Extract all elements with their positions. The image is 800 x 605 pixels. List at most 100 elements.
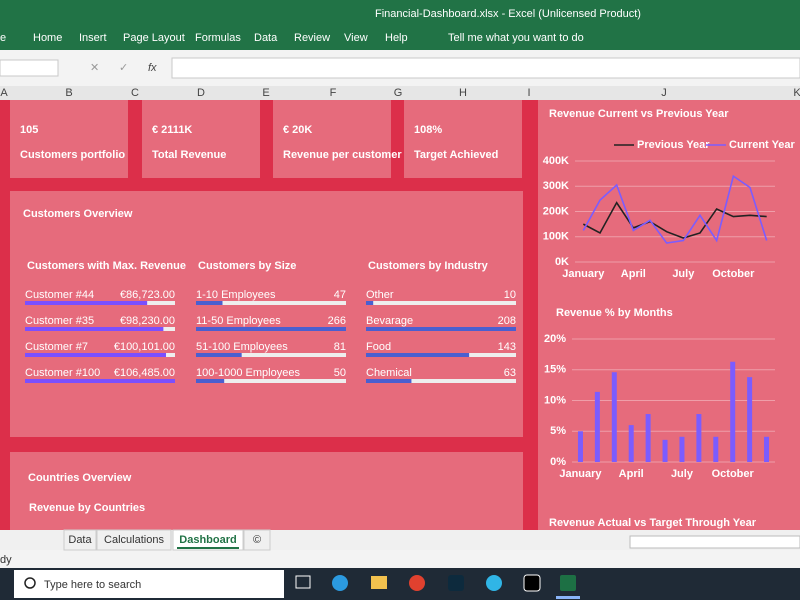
sheet-tab[interactable]	[243, 529, 271, 551]
kpi-value: 105	[20, 124, 38, 136]
data-bar	[25, 327, 164, 331]
item-value: 63	[504, 367, 516, 379]
ribbon-tab[interactable]: Help	[385, 32, 408, 44]
bar	[611, 372, 617, 462]
item-value: €98,230.00	[120, 315, 175, 327]
excel-icon[interactable]	[560, 575, 576, 591]
column-header[interactable]: C	[131, 87, 139, 99]
bar-track	[196, 353, 346, 357]
item-value: 266	[328, 315, 346, 327]
fx-icon[interactable]: fx	[148, 62, 157, 74]
enter-icon[interactable]: ✓	[119, 62, 128, 74]
explorer-icon[interactable]	[371, 576, 387, 589]
y-tick-label: 10%	[544, 394, 566, 406]
chart-title: Revenue % by Months	[556, 307, 673, 319]
ribbon-tab[interactable]: Review	[294, 32, 330, 44]
item-value: 81	[334, 341, 346, 353]
y-tick-label: 15%	[544, 364, 566, 376]
ribbon-tab[interactable]: Data	[254, 32, 278, 44]
ribbon-tab[interactable]: View	[344, 32, 368, 44]
search-icon	[24, 577, 36, 589]
item-label: Other	[366, 289, 394, 301]
sheet-tab[interactable]	[172, 529, 244, 551]
bar-track	[366, 301, 516, 305]
data-bar	[196, 379, 225, 383]
column-header[interactable]: G	[394, 87, 403, 99]
sheet-tab-label[interactable]: Calculations	[104, 534, 164, 546]
title-ribbon-bg	[0, 0, 800, 50]
chrome-icon[interactable]	[409, 575, 425, 591]
ribbon-tab[interactable]: Insert	[79, 32, 107, 44]
name-box[interactable]	[0, 59, 59, 77]
taskbar-search-box[interactable]	[14, 570, 284, 598]
ribbon-tab[interactable]: Formulas	[195, 32, 241, 44]
column-header[interactable]: A	[0, 87, 8, 99]
h-scrollbar[interactable]	[629, 535, 800, 549]
bar-track	[196, 301, 346, 305]
bar	[577, 431, 583, 462]
group-title: Customers by Industry	[368, 260, 489, 272]
item-label: 11-50 Employees	[196, 315, 281, 327]
ribbon-tab[interactable]: Page Layout	[123, 32, 185, 44]
window-title: Financial-Dashboard.xlsx - Excel (Unlice…	[375, 8, 641, 20]
item-value: €106,485.00	[114, 367, 175, 379]
item-label: 51-100 Employees	[196, 341, 288, 353]
data-bar	[366, 379, 412, 383]
legend-label[interactable]: Current Year	[729, 139, 796, 151]
column-header[interactable]: J	[661, 87, 667, 99]
column-header[interactable]: B	[65, 87, 72, 99]
formula-input[interactable]	[171, 57, 800, 79]
kpi-label: Revenue per customer	[283, 149, 402, 161]
data-bar	[196, 327, 346, 331]
data-bar	[366, 353, 470, 357]
panel-subtitle: Revenue by Countries	[29, 502, 145, 514]
kpi-value: € 20K	[283, 124, 312, 136]
kpi-label: Target Achieved	[414, 149, 498, 161]
sheet-tab-label[interactable]: Dashboard	[179, 534, 236, 546]
tell-me[interactable]: Tell me what you want to do	[448, 32, 584, 44]
ribbon-tab[interactable]: e	[0, 32, 6, 44]
edge-icon[interactable]	[332, 575, 348, 591]
data-bar	[366, 327, 516, 331]
item-value: 47	[334, 289, 346, 301]
column-header[interactable]: E	[262, 87, 269, 99]
task-view-icon[interactable]	[295, 575, 311, 589]
data-bar	[366, 301, 374, 305]
sheet-tab[interactable]	[96, 529, 172, 551]
group-title: Customers with Max. Revenue	[27, 260, 186, 272]
kpi-label: Customers portfolio	[20, 149, 125, 161]
item-value: 10	[504, 289, 516, 301]
data-bar	[25, 353, 167, 357]
x-tick-label: April	[619, 468, 644, 480]
legend-label[interactable]: Previous Year	[637, 139, 710, 151]
kpi-card	[273, 100, 391, 178]
kpi-card	[404, 100, 522, 178]
app-icon[interactable]	[486, 575, 502, 591]
series-line	[582, 174, 768, 244]
kpi-card	[142, 100, 260, 178]
taskbar-search[interactable]: Type here to search	[44, 579, 141, 591]
kpi-value: 108%	[414, 124, 442, 136]
app-icon[interactable]	[448, 575, 464, 591]
column-header[interactable]: H	[459, 87, 467, 99]
countries-panel	[10, 452, 523, 530]
item-label: Customer #44	[25, 289, 94, 301]
ribbon-tab[interactable]: Home	[33, 32, 62, 44]
item-value: 208	[498, 315, 516, 327]
sheet-tab-label[interactable]: Data	[68, 534, 92, 546]
overview-panel	[10, 191, 523, 437]
cancel-icon[interactable]: ✕	[90, 62, 99, 74]
column-header[interactable]: F	[330, 87, 337, 99]
bar-track	[366, 379, 516, 383]
column-header[interactable]: D	[197, 87, 205, 99]
x-tick-label: January	[562, 268, 605, 280]
item-label: 100-1000 Employees	[196, 367, 300, 379]
capcut-icon[interactable]	[523, 574, 541, 592]
column-header[interactable]: K	[793, 87, 800, 99]
item-label: Chemical	[366, 367, 412, 379]
sheet-tab-label[interactable]: ©	[253, 534, 261, 546]
column-header[interactable]: I	[527, 87, 530, 99]
chart-title: Revenue Current vs Previous Year	[549, 108, 729, 120]
sheet-tab[interactable]	[63, 529, 97, 551]
bar	[679, 436, 685, 462]
